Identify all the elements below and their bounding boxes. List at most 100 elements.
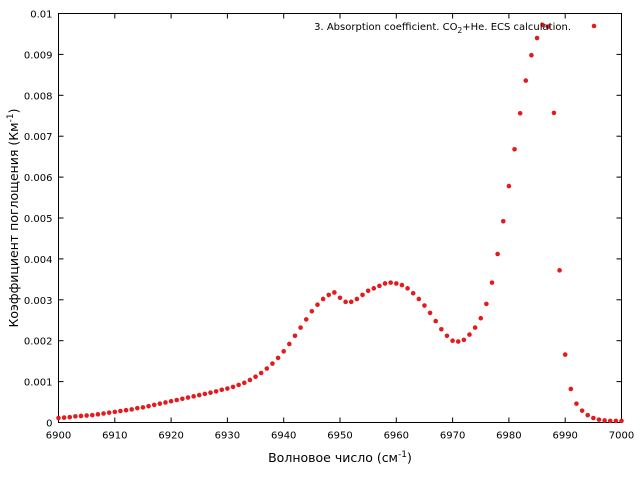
data-point	[270, 361, 275, 366]
data-point	[112, 409, 118, 415]
x-tick-label: 6970	[440, 431, 465, 442]
x-tick-label: 6980	[496, 431, 521, 442]
data-point	[478, 315, 484, 321]
data-point	[253, 374, 258, 379]
y-tick-label: 0.004	[24, 255, 53, 266]
data-point	[101, 411, 106, 416]
data-point	[394, 281, 399, 286]
y-tick-label: 0.006	[24, 173, 53, 184]
y-tick-label: 0.007	[24, 132, 53, 143]
data-point	[185, 395, 191, 400]
data-point	[602, 418, 607, 423]
data-point	[562, 352, 568, 357]
data-point	[151, 402, 157, 408]
y-axis-label: Коэффициент поглощения (Км-1)	[6, 109, 21, 328]
x-axis-ticks: 6900 6910 6920 6930 6940 6950 6960 6970 6980 6990…	[46, 13, 634, 442]
data-point	[399, 282, 405, 288]
x-tick-label: 6940	[271, 431, 296, 442]
x-axis-label-sup: -1	[398, 450, 407, 460]
data-point	[225, 386, 230, 391]
data-point	[467, 332, 472, 337]
data-point	[596, 417, 602, 422]
data-point	[337, 295, 343, 301]
data-point	[557, 268, 562, 273]
data-point	[444, 333, 450, 339]
y-tick-label: 0.001	[24, 378, 53, 389]
legend-label-suffix: +He. ECS calculation.	[462, 22, 571, 33]
data-point	[433, 318, 439, 324]
data-points	[56, 22, 624, 424]
data-point	[163, 400, 168, 405]
data-point	[579, 408, 585, 413]
data-point	[219, 387, 225, 393]
data-point	[343, 299, 348, 305]
data-point	[461, 337, 467, 343]
data-point	[439, 326, 444, 332]
data-point	[512, 146, 517, 152]
data-point	[180, 396, 185, 402]
legend-marker	[591, 23, 597, 29]
data-point	[365, 288, 371, 294]
data-point	[84, 413, 89, 418]
data-point	[61, 415, 67, 420]
data-point	[613, 418, 619, 424]
data-point	[236, 382, 241, 388]
data-point	[332, 290, 337, 295]
y-tick-label: 0	[46, 419, 52, 430]
x-axis-label: Волновое число (см-1)	[268, 450, 412, 465]
y-tick-label: 0.002	[24, 337, 53, 348]
data-point	[208, 390, 213, 395]
data-point	[292, 333, 298, 339]
data-point	[568, 386, 574, 392]
legend: 3. Absorption coefficient. CO2+He. ECS c…	[314, 22, 597, 35]
data-point	[540, 22, 545, 28]
data-point	[129, 407, 134, 412]
data-point	[191, 394, 196, 399]
plot-frame	[58, 13, 622, 423]
data-point	[287, 341, 292, 347]
legend-label-sub: 2	[458, 26, 463, 35]
data-point	[495, 251, 500, 257]
data-point	[377, 283, 382, 289]
data-point	[489, 280, 495, 285]
data-point	[405, 286, 410, 291]
x-tick-label: 6920	[158, 431, 183, 442]
data-point	[574, 401, 579, 406]
y-axis-label-sup: -1	[6, 113, 16, 122]
data-point	[73, 414, 78, 419]
data-point	[146, 403, 151, 409]
data-point	[348, 299, 354, 305]
data-point	[281, 349, 287, 354]
data-point	[517, 110, 523, 116]
legend-label: 3. Absorption coefficient. CO2+He. ECS c…	[314, 22, 571, 35]
y-axis-label-close: )	[6, 109, 21, 114]
x-tick-label: 6950	[327, 431, 352, 442]
data-point	[123, 407, 129, 413]
data-point	[523, 78, 529, 83]
data-point	[585, 412, 591, 418]
data-point	[619, 418, 624, 424]
data-point	[213, 389, 219, 394]
data-point	[118, 408, 123, 414]
data-point	[506, 183, 512, 189]
data-point	[546, 24, 551, 29]
data-point	[529, 52, 534, 58]
data-point	[247, 377, 253, 383]
data-point	[275, 355, 281, 361]
data-point	[196, 392, 202, 398]
y-tick-label: 0.01	[30, 10, 52, 21]
data-point	[607, 418, 613, 424]
data-point	[78, 413, 84, 419]
data-point	[500, 218, 506, 224]
data-point	[455, 339, 461, 344]
y-tick-label: 0.003	[24, 296, 53, 307]
data-point	[371, 286, 377, 291]
data-point	[450, 338, 455, 344]
data-point	[174, 397, 180, 403]
data-point	[230, 384, 236, 390]
data-point	[168, 398, 174, 404]
data-point	[416, 296, 422, 302]
data-point	[484, 301, 489, 307]
data-point	[472, 325, 478, 330]
